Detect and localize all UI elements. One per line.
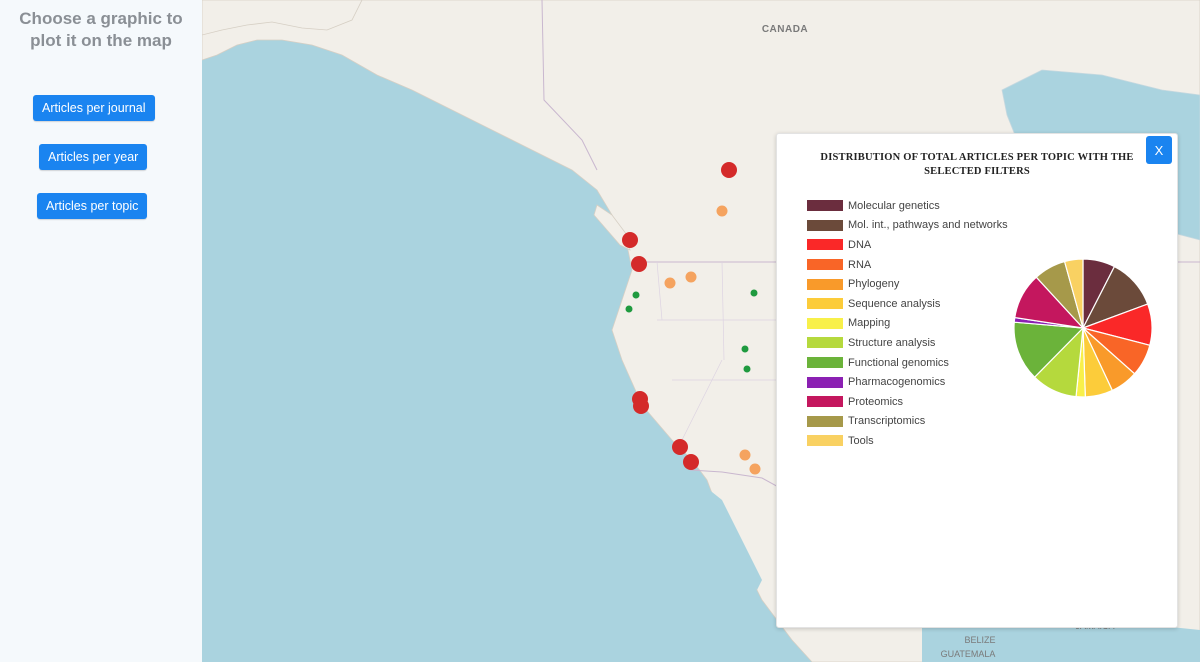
sidebar: Choose a graphic to plot it on the map A… [0, 0, 202, 662]
marker-medium[interactable] [739, 449, 751, 461]
legend-swatch [807, 396, 843, 408]
map-markers [622, 162, 761, 475]
legend-label: Tools [848, 434, 874, 447]
marker-medium[interactable] [749, 463, 761, 475]
legend-swatch [807, 298, 843, 310]
legend-item[interactable]: Mol. int., pathways and networks [807, 216, 1008, 236]
marker-small[interactable] [632, 291, 640, 299]
legend-label: Functional genomics [848, 356, 949, 369]
legend-label: Phylogeny [848, 278, 900, 291]
legend-item[interactable]: Proteomics [807, 392, 1008, 412]
legend-label: Molecular genetics [848, 199, 940, 212]
legend-label: Mol. int., pathways and networks [848, 219, 1008, 232]
legend-item[interactable]: Tools [807, 431, 1008, 451]
legend-swatch [807, 435, 843, 447]
legend-item[interactable]: Molecular genetics [807, 196, 1008, 216]
marker-large[interactable] [721, 162, 737, 178]
legend-label: Structure analysis [848, 336, 936, 349]
articles-per-topic-button[interactable]: Articles per topic [37, 193, 148, 219]
land-alaska-coast [202, 0, 363, 36]
marker-small[interactable] [625, 305, 633, 313]
legend-label: DNA [848, 238, 872, 251]
label-canada: CANADA [762, 24, 808, 35]
marker-small[interactable] [750, 289, 758, 297]
legend-swatch [807, 337, 843, 349]
legend-item[interactable]: Transcriptomics [807, 412, 1008, 432]
marker-large[interactable] [633, 398, 649, 414]
chart-legend: Molecular genetics Mol. int., pathways an… [807, 196, 1008, 451]
legend-item[interactable]: RNA [807, 255, 1008, 275]
legend-label: Mapping [848, 317, 891, 330]
close-button[interactable]: X [1146, 136, 1172, 164]
legend-swatch [807, 376, 843, 388]
chart-panel: X DISTRIBUTION OF TOTAL ARTICLES PER TOP… [776, 133, 1178, 628]
border-canada-alaska [541, 0, 598, 171]
articles-per-year-button[interactable]: Articles per year [39, 144, 148, 170]
legend-label: Proteomics [848, 395, 904, 408]
pie-chart [1013, 258, 1153, 398]
pie-slice[interactable] [1063, 258, 1084, 329]
legend-item[interactable]: Structure analysis [807, 333, 1008, 353]
marker-small[interactable] [741, 345, 749, 353]
legend-item[interactable]: Pharmacogenomics [807, 372, 1008, 392]
marker-large[interactable] [683, 454, 699, 470]
legend-swatch [807, 415, 843, 427]
legend-label: Sequence analysis [848, 297, 941, 310]
legend-item[interactable]: Sequence analysis [807, 294, 1008, 314]
legend-label: RNA [848, 258, 872, 271]
legend-item[interactable]: DNA [807, 235, 1008, 255]
marker-medium[interactable] [664, 277, 676, 289]
legend-item[interactable]: Phylogeny [807, 274, 1008, 294]
gulf-of-california [697, 480, 762, 590]
marker-large[interactable] [622, 232, 638, 248]
legend-swatch [807, 239, 843, 251]
legend-swatch [807, 278, 843, 290]
chart-title: DISTRIBUTION OF TOTAL ARTICLES PER TOPIC… [820, 152, 1134, 177]
legend-swatch [807, 357, 843, 369]
legend-swatch [807, 317, 843, 329]
marker-medium[interactable] [685, 271, 697, 283]
legend-item[interactable]: Functional genomics [807, 353, 1008, 373]
marker-large[interactable] [672, 439, 688, 455]
pie-slice[interactable] [1013, 321, 1085, 379]
legend-label: Transcriptomics [848, 415, 926, 428]
legend-swatch [807, 219, 843, 231]
legend-swatch [807, 259, 843, 271]
marker-large[interactable] [631, 256, 647, 272]
legend-label: Pharmacogenomics [848, 376, 946, 389]
articles-per-journal-button[interactable]: Articles per journal [33, 95, 155, 121]
marker-small[interactable] [743, 365, 751, 373]
island-vancouver [593, 204, 631, 251]
label-guatemala: GUATEMALA [941, 649, 996, 659]
legend-item[interactable]: Mapping [807, 314, 1008, 334]
sidebar-title: Choose a graphic to plot it on the map [19, 9, 183, 50]
label-belize: BELIZE [964, 635, 995, 645]
legend-swatch [807, 200, 843, 212]
marker-medium[interactable] [716, 205, 728, 217]
